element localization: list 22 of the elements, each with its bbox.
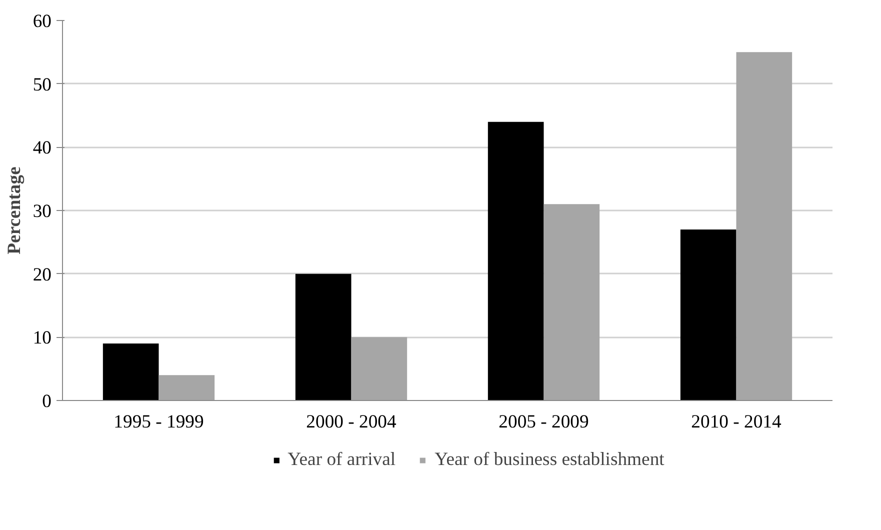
y-tick-label: 0	[42, 391, 52, 412]
bar	[488, 122, 544, 400]
y-tick-label: 60	[32, 11, 52, 32]
y-tick-label: 10	[32, 328, 52, 349]
bar	[736, 52, 792, 400]
y-tick-label: 30	[32, 201, 52, 222]
bar	[544, 204, 600, 400]
bar	[351, 337, 408, 400]
legend-label: Year of arrival	[288, 449, 396, 471]
legend-label: Year of business establishment	[434, 449, 664, 471]
bar	[680, 230, 736, 400]
x-tick-label: 2000 - 2004	[306, 412, 398, 432]
x-tick-label: 1995 - 1999	[114, 412, 204, 432]
y-tick-label: 50	[32, 74, 52, 96]
y-tick-label: 40	[32, 138, 52, 159]
x-tick-label: 2005 - 2009	[498, 412, 589, 432]
bar	[158, 375, 215, 400]
x-tick-label: 2010 - 2014	[691, 412, 782, 432]
y-tick-label: 20	[32, 264, 52, 286]
y-axis-title: Percentage	[4, 166, 25, 254]
bar	[295, 274, 352, 400]
bar	[102, 344, 159, 400]
